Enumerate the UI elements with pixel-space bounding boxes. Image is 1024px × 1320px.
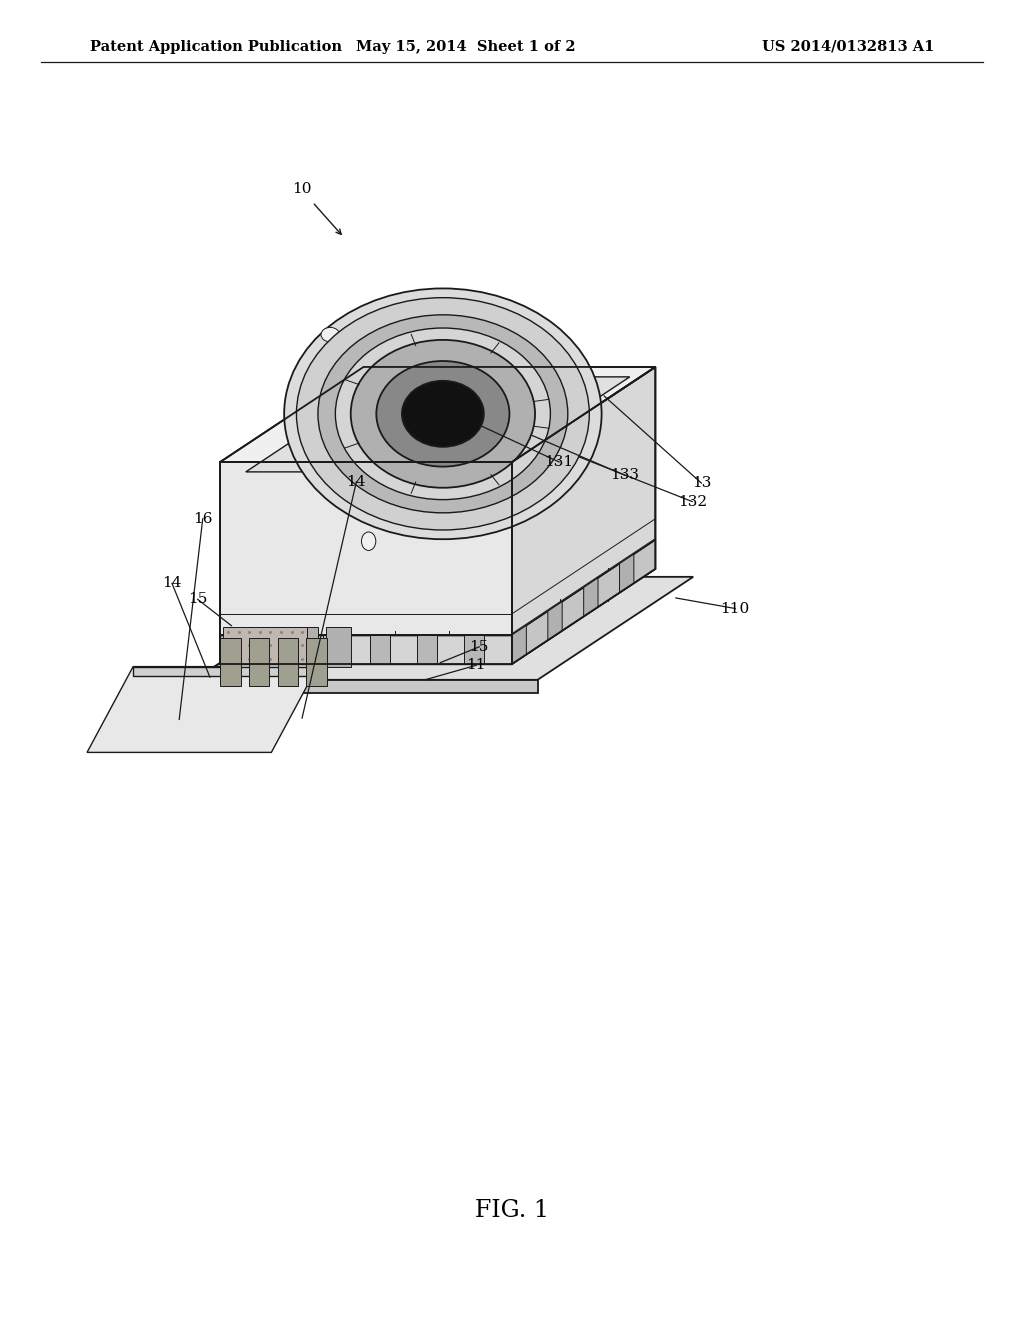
Polygon shape <box>220 462 512 664</box>
Text: 14: 14 <box>162 577 182 590</box>
Text: 133: 133 <box>610 469 639 482</box>
Ellipse shape <box>557 380 575 395</box>
Polygon shape <box>223 627 307 664</box>
Text: May 15, 2014  Sheet 1 of 2: May 15, 2014 Sheet 1 of 2 <box>356 40 575 54</box>
Polygon shape <box>326 627 351 667</box>
Ellipse shape <box>401 380 483 446</box>
Text: FIG. 1: FIG. 1 <box>475 1199 549 1222</box>
Polygon shape <box>195 680 538 693</box>
Text: 11: 11 <box>466 659 486 672</box>
Polygon shape <box>87 667 317 752</box>
Ellipse shape <box>361 532 376 550</box>
Polygon shape <box>512 626 526 664</box>
Ellipse shape <box>297 297 590 529</box>
Ellipse shape <box>377 360 510 466</box>
Polygon shape <box>323 635 343 664</box>
Polygon shape <box>220 367 655 462</box>
Text: 10: 10 <box>292 182 312 195</box>
Text: 15: 15 <box>188 593 207 606</box>
Polygon shape <box>228 635 249 664</box>
Polygon shape <box>246 378 630 471</box>
Text: 13: 13 <box>692 477 711 490</box>
Text: 132: 132 <box>678 495 707 508</box>
Polygon shape <box>260 627 286 667</box>
Polygon shape <box>293 627 318 667</box>
Polygon shape <box>249 638 269 686</box>
Ellipse shape <box>350 339 535 487</box>
Ellipse shape <box>336 327 551 499</box>
Polygon shape <box>195 577 693 680</box>
Text: 15: 15 <box>470 640 488 653</box>
Polygon shape <box>306 638 327 686</box>
Text: 131: 131 <box>545 455 573 469</box>
Polygon shape <box>417 635 437 664</box>
Polygon shape <box>133 667 317 676</box>
Ellipse shape <box>317 314 567 512</box>
Polygon shape <box>220 638 241 686</box>
Text: 110: 110 <box>721 602 750 615</box>
Polygon shape <box>584 578 598 616</box>
Polygon shape <box>275 635 296 664</box>
Text: US 2014/0132813 A1: US 2014/0132813 A1 <box>762 40 934 54</box>
Polygon shape <box>464 635 484 664</box>
Text: Patent Application Publication: Patent Application Publication <box>90 40 342 54</box>
Polygon shape <box>512 367 655 664</box>
Polygon shape <box>548 602 562 640</box>
Polygon shape <box>278 638 298 686</box>
Ellipse shape <box>322 327 340 342</box>
Text: 14: 14 <box>346 475 367 488</box>
Polygon shape <box>220 635 512 664</box>
Polygon shape <box>227 627 253 667</box>
Polygon shape <box>370 635 390 664</box>
Polygon shape <box>620 554 634 593</box>
Ellipse shape <box>284 288 602 539</box>
Polygon shape <box>512 540 655 664</box>
Polygon shape <box>195 577 350 693</box>
Text: 16: 16 <box>193 512 213 525</box>
